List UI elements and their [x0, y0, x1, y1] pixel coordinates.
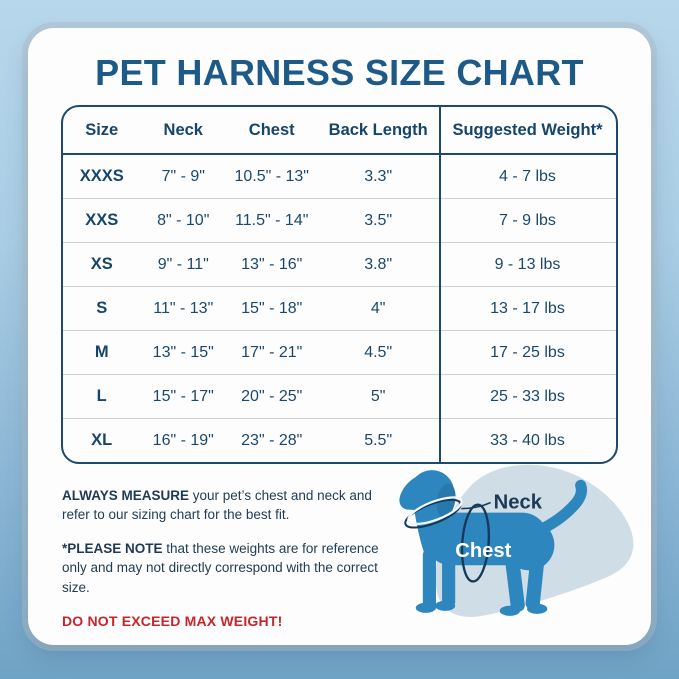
cell-weight: 25 - 33 lbs — [490, 387, 565, 405]
cell-neck: 8" - 10" — [157, 211, 210, 229]
cell-neck: 16" - 19" — [152, 431, 214, 449]
please-note-lead: *PLEASE NOTE — [62, 541, 163, 557]
neck-loop — [404, 496, 491, 529]
notes-section: ALWAYS MEASURE your pet’s chest and neck… — [62, 486, 402, 647]
cell-back_length: 3.3" — [364, 167, 393, 185]
cell-neck: 15" - 17" — [152, 387, 214, 405]
header-chest: Chest — [248, 120, 295, 139]
cell-neck: 11" - 13" — [153, 299, 214, 317]
cell-weight: 4 - 7 lbs — [499, 167, 556, 185]
cell-chest: 20" - 25" — [241, 387, 303, 405]
cell-chest: 13" - 16" — [241, 255, 303, 273]
neck-label: Neck — [494, 492, 543, 514]
header-weight: Suggested Weight* — [452, 120, 603, 139]
cell-weight: 17 - 25 lbs — [490, 343, 565, 361]
table-body: XXXS 7" - 9" 10.5" - 13" 3.3" 4 - 7 lbs XXS 8"… — [63, 155, 616, 462]
cell-chest: 11.5" - 14" — [235, 211, 309, 229]
neck-pointer-line — [461, 501, 491, 510]
please-note-text: that these weights are for reference onl… — [62, 541, 379, 595]
cell-chest: 15" - 18" — [241, 299, 303, 317]
cell-size: XS — [90, 255, 113, 273]
measure-note-lead: ALWAYS MEASURE — [62, 488, 190, 503]
table-header-row: Size Neck Chest Back Length Suggested We… — [63, 107, 616, 155]
cell-neck: 13" - 15" — [152, 343, 214, 361]
cell-weight: 9 - 13 lbs — [494, 255, 561, 273]
cell-back_length: 3.5" — [364, 211, 393, 229]
table-row: XXS 8" - 10" 11.5" - 14" 3.5" 7 - 9 lbs — [63, 198, 616, 242]
cell-back_length: 4.5" — [364, 343, 393, 361]
table-row: L 15" - 17" 20" - 25" 5" 25 - 33 lbs — [63, 374, 616, 418]
cell-chest: 23" - 28" — [241, 431, 303, 449]
cell-back_length: 3.8" — [364, 255, 393, 273]
cell-back_length: 4" — [370, 299, 386, 317]
measure-note-text: your pet’s chest and neck and refer to o… — [62, 488, 372, 523]
cell-neck: 7" - 9" — [161, 167, 205, 185]
cell-size: XL — [91, 431, 113, 449]
cell-size: L — [96, 387, 107, 405]
table-row: S 11" - 13" 15" - 18" 4" 13 - 17 lbs — [63, 286, 616, 330]
cell-back_length: 5.5" — [364, 431, 393, 449]
cell-back_length: 5" — [370, 387, 386, 405]
header-neck: Neck — [163, 120, 203, 139]
cell-size: S — [96, 299, 108, 317]
cell-size: M — [94, 343, 109, 361]
table-row: XXXS 7" - 9" 10.5" - 13" 3.3" 4 - 7 lbs — [63, 155, 616, 198]
cell-chest: 17" - 21" — [241, 343, 303, 361]
cell-size: XXXS — [79, 167, 124, 185]
chest-loop — [460, 503, 491, 583]
cell-weight: 13 - 17 lbs — [490, 299, 565, 317]
size-table: Size Neck Chest Back Length Suggested We… — [61, 105, 618, 464]
measure-note: ALWAYS MEASURE your pet’s chest and neck… — [62, 486, 402, 524]
cell-chest: 10.5" - 13" — [234, 167, 309, 185]
dog-diagram: Neck Chest — [394, 456, 650, 624]
please-note: *PLEASE NOTE that these weights are for … — [62, 539, 402, 596]
weight-column-divider — [439, 107, 442, 462]
table-row: XS 9" - 11" 13" - 16" 3.8" 9 - 13 lbs — [63, 242, 616, 286]
cell-weight: 33 - 40 lbs — [490, 431, 565, 449]
warning-text: DO NOT EXCEED MAX WEIGHT! — [62, 612, 283, 629]
page-title: PET HARNESS SIZE CHART — [95, 52, 584, 93]
header-size: Size — [85, 120, 119, 139]
dog-illustration: Neck Chest — [399, 464, 634, 617]
cell-neck: 9" - 11" — [157, 255, 209, 273]
table-row: XL 16" - 19" 23" - 28" 5.5" 33 - 40 lbs — [63, 418, 616, 462]
header-back-length: Back Length — [328, 120, 428, 139]
chest-label: Chest — [455, 540, 511, 562]
table-row: M 13" - 15" 17" - 21" 4.5" 17 - 25 lbs — [63, 330, 616, 374]
size-chart-card: PET HARNESS SIZE CHART Size Neck Chest B… — [28, 28, 651, 645]
cell-weight: 7 - 9 lbs — [499, 211, 556, 229]
cell-size: XXS — [85, 211, 119, 229]
